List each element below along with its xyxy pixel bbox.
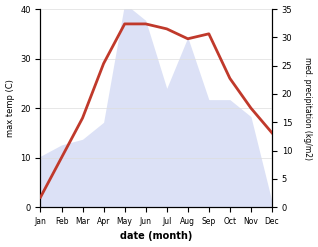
Y-axis label: max temp (C): max temp (C): [5, 79, 15, 137]
X-axis label: date (month): date (month): [120, 231, 192, 242]
Y-axis label: med. precipitation (kg/m2): med. precipitation (kg/m2): [303, 57, 313, 160]
